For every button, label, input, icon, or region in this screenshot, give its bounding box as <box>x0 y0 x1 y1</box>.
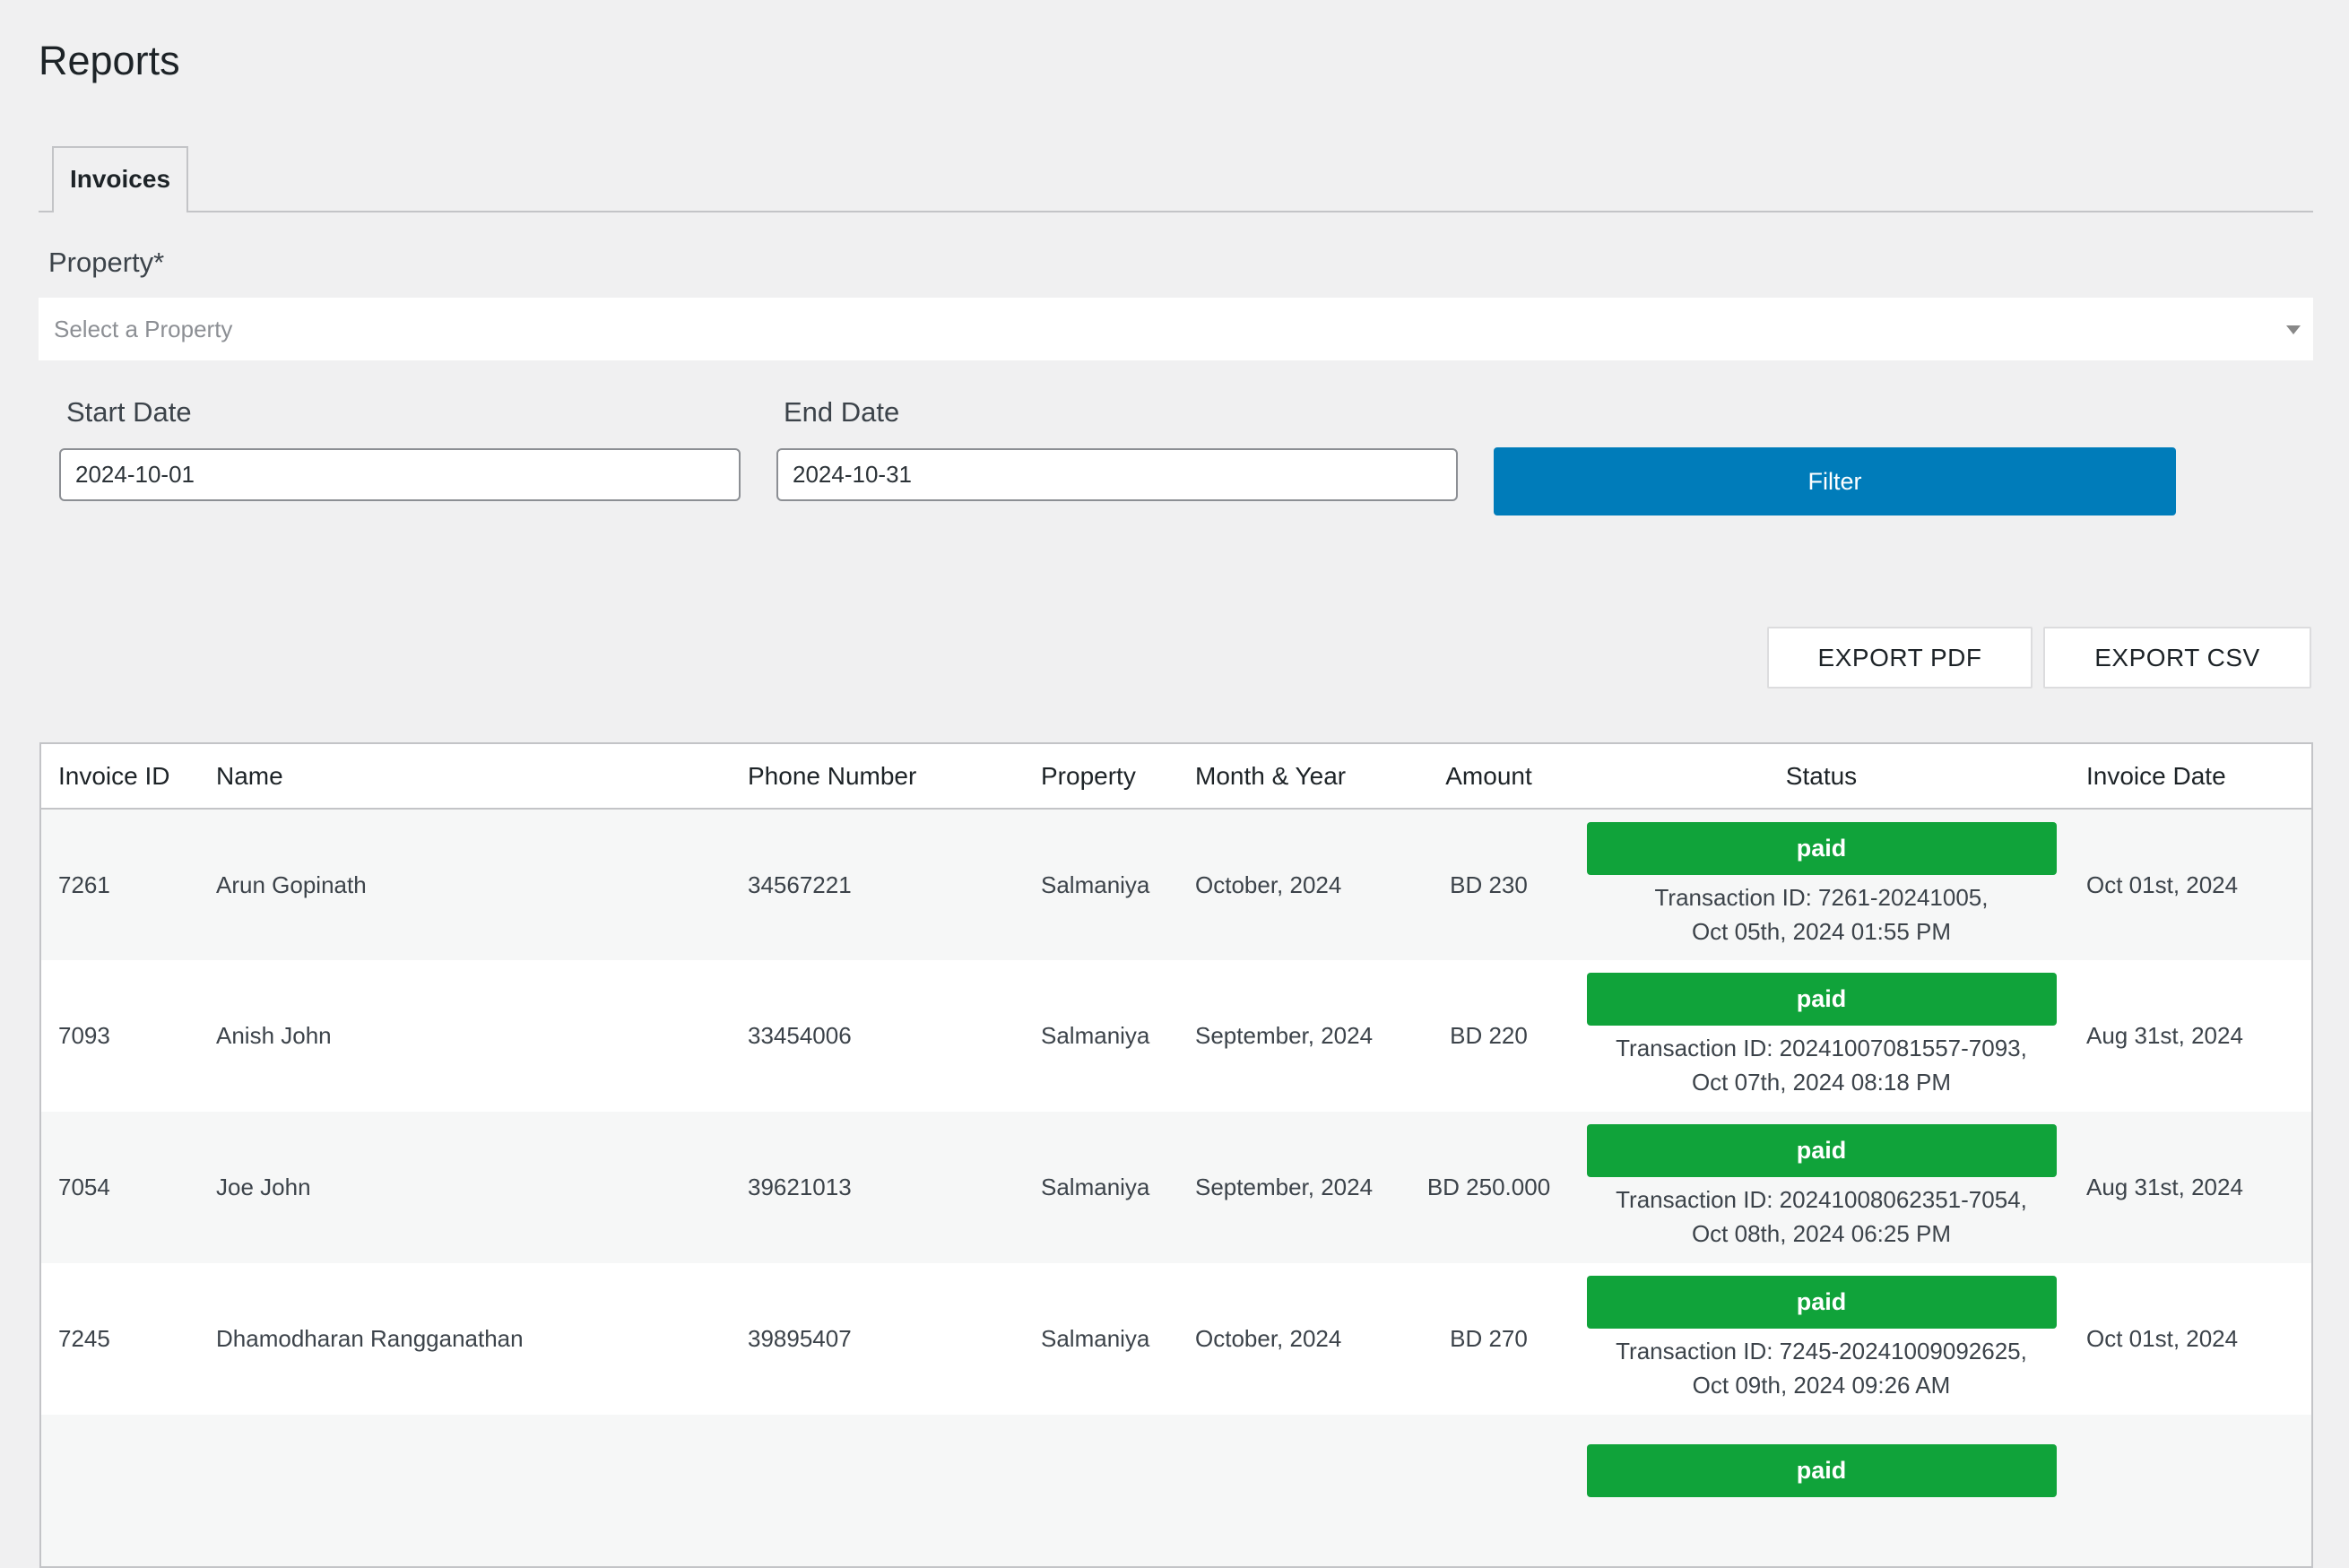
status-badge: paid <box>1586 973 2057 1026</box>
cell-status: paid Transaction ID: 7261-20241005, Oct … <box>1573 809 2069 960</box>
tab-invoices[interactable]: Invoices <box>52 146 188 212</box>
property-label: Property* <box>48 247 165 278</box>
transaction-id: Transaction ID: 20241008062351-7054, <box>1616 1186 2027 1213</box>
page-title: Reports <box>39 38 180 83</box>
cell-invoice-date <box>2069 1415 2311 1566</box>
cell-name <box>199 1415 731 1566</box>
status-badge: paid <box>1586 821 2057 875</box>
cell-amount: BD 230 <box>1450 871 1528 898</box>
cell-invoice-id: 7261 <box>58 871 110 898</box>
end-date-input[interactable] <box>776 448 1458 501</box>
header-month-year[interactable]: Month & Year <box>1195 761 1347 790</box>
start-date-input[interactable] <box>59 448 741 501</box>
cell-month-year: October, 2024 <box>1195 1325 1342 1352</box>
transaction-id: Transaction ID: 20241007081557-7093, <box>1616 1035 2027 1061</box>
cell-name: Joe John <box>216 1174 311 1200</box>
header-invoice-id[interactable]: Invoice ID <box>58 761 170 790</box>
cell-property: Salmaniya <box>1041 1174 1150 1200</box>
cell-property <box>1024 1415 1178 1566</box>
start-date-label: Start Date <box>66 396 192 428</box>
header-amount[interactable]: Amount <box>1445 761 1532 790</box>
table-row: paid <box>41 1415 2311 1566</box>
end-date-label: End Date <box>784 396 900 428</box>
status-badge: paid <box>1586 1124 2057 1177</box>
header-phone[interactable]: Phone Number <box>748 761 917 790</box>
cell-property: Salmaniya <box>1041 1022 1150 1049</box>
header-status[interactable]: Status <box>1785 761 1858 790</box>
cell-status: paid Transaction ID: 20241008062351-7054… <box>1573 1112 2069 1263</box>
transaction-info: Transaction ID: 20241007081557-7093, Oct… <box>1573 1031 2069 1099</box>
transaction-id: Transaction ID: 7261-20241005, <box>1654 883 1989 911</box>
cell-month-year: September, 2024 <box>1195 1022 1374 1049</box>
cell-amount: BD 250.000 <box>1426 1174 1551 1200</box>
cell-invoice-date: Aug 31st, 2024 <box>2086 1174 2243 1200</box>
cell-amount: BD 220 <box>1450 1022 1528 1049</box>
invoices-table: Invoice ID Name Phone Number Property Mo… <box>39 742 2313 1568</box>
transaction-id: Transaction ID: 7245-20241009092625, <box>1616 1338 2027 1364</box>
cell-property: Salmaniya <box>1041 1325 1150 1352</box>
header-property[interactable]: Property <box>1041 761 1136 790</box>
status-badge: paid <box>1586 1276 2057 1329</box>
status-badge: paid <box>1586 1444 2057 1497</box>
table-header-row: Invoice ID Name Phone Number Property Mo… <box>41 744 2311 809</box>
table-row: 7093 Anish John 33454006 Salmaniya Septe… <box>41 960 2311 1112</box>
cell-name: Arun Gopinath <box>216 871 367 898</box>
filter-button[interactable]: Filter <box>1494 447 2176 515</box>
cell-phone <box>731 1415 1024 1566</box>
cell-amount: BD 270 <box>1450 1325 1528 1352</box>
property-select-placeholder: Select a Property <box>54 315 233 342</box>
table-row: 7054 Joe John 39621013 Salmaniya Septemb… <box>41 1112 2311 1263</box>
cell-status: paid Transaction ID: 20241007081557-7093… <box>1573 960 2069 1112</box>
cell-month-year: September, 2024 <box>1195 1174 1374 1200</box>
cell-phone: 39621013 <box>748 1174 852 1200</box>
cell-month-year: October, 2024 <box>1195 871 1342 898</box>
cell-month-year <box>1178 1415 1404 1566</box>
transaction-info: Transaction ID: 7261-20241005, Oct 05th,… <box>1573 880 2069 949</box>
transaction-info: Transaction ID: 7245-20241009092625, Oct… <box>1573 1334 2069 1402</box>
export-csv-button[interactable]: EXPORT CSV <box>2043 627 2311 689</box>
cell-invoice-date: Oct 01st, 2024 <box>2086 871 2239 898</box>
cell-amount <box>1404 1415 1573 1566</box>
cell-invoice-id: 7054 <box>58 1174 110 1200</box>
header-invoice-date[interactable]: Invoice Date <box>2086 761 2226 790</box>
cell-invoice-id: 7245 <box>58 1325 110 1352</box>
cell-phone: 34567221 <box>748 871 852 898</box>
cell-invoice-date: Aug 31st, 2024 <box>2086 1022 2243 1049</box>
table-row: 7261 Arun Gopinath 34567221 Salmaniya Oc… <box>41 809 2311 960</box>
cell-invoice-date: Oct 01st, 2024 <box>2086 1325 2239 1352</box>
transaction-info <box>1573 1503 2069 1537</box>
transaction-time: Oct 09th, 2024 09:26 AM <box>1692 1372 1951 1399</box>
transaction-time: Oct 05th, 2024 01:55 PM <box>1691 917 1952 945</box>
property-select[interactable]: Select a Property <box>39 298 2313 360</box>
cell-phone: 33454006 <box>748 1022 852 1049</box>
table-row: 7245 Dhamodharan Rangganathan 39895407 S… <box>41 1263 2311 1415</box>
chevron-down-icon <box>2286 325 2301 334</box>
cell-property: Salmaniya <box>1041 871 1150 898</box>
cell-status: paid <box>1573 1415 2069 1566</box>
cell-invoice-id: 7093 <box>58 1022 110 1049</box>
transaction-info: Transaction ID: 20241008062351-7054, Oct… <box>1573 1182 2069 1251</box>
cell-status: paid Transaction ID: 7245-20241009092625… <box>1573 1263 2069 1415</box>
tab-bar: Invoices <box>39 146 2313 212</box>
header-name[interactable]: Name <box>216 761 283 790</box>
cell-phone: 39895407 <box>748 1325 852 1352</box>
cell-name: Dhamodharan Rangganathan <box>216 1325 524 1352</box>
cell-name: Anish John <box>216 1022 332 1049</box>
cell-invoice-id <box>41 1415 199 1566</box>
transaction-time: Oct 07th, 2024 08:18 PM <box>1691 1069 1952 1096</box>
export-pdf-button[interactable]: EXPORT PDF <box>1767 627 2033 689</box>
transaction-time: Oct 08th, 2024 06:25 PM <box>1691 1220 1952 1247</box>
